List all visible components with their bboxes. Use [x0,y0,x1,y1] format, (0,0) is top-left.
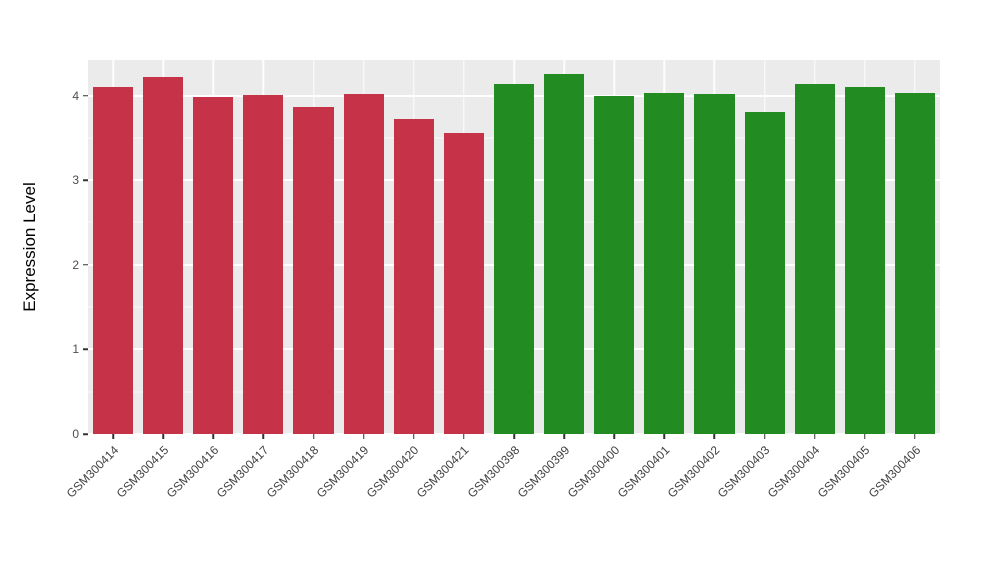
bar-GSM300415 [143,76,184,434]
x-tick-label: GSM300399 [514,443,573,501]
x-tick-label: GSM300403 [714,443,773,501]
x-tick-label: GSM300402 [664,443,723,501]
x-tick-label: GSM300400 [564,443,623,501]
x-tick-label: GSM300418 [263,443,322,501]
x-tick-mark [563,434,565,439]
bar-GSM300419 [343,93,384,434]
bar-GSM300403 [744,111,785,434]
x-tick-label: GSM300398 [464,443,522,501]
y-tick-label: 3 [72,173,79,188]
x-tick-mark [864,434,866,439]
bar-GSM300400 [594,95,635,434]
x-tick-mark [763,434,766,439]
x-tick-mark [663,434,666,439]
x-tick-label: GSM300416 [163,443,222,501]
y-tick-label: 1 [72,342,79,357]
x-tick-mark [312,434,315,439]
bar-GSM300414 [93,87,134,434]
x-tick-mark [813,434,816,439]
x-tick-mark [362,434,365,439]
x-tick-mark [713,434,716,439]
x-tick-label: GSM300406 [865,443,923,501]
x-tick-mark [914,434,916,439]
x-tick-mark [162,434,164,439]
bar-GSM300399 [544,74,585,434]
y-tick-label: 2 [72,257,79,272]
x-tick-label: GSM300419 [313,443,372,501]
x-tick-label: GSM300401 [614,443,673,501]
y-axis-title: Expression Level [20,182,39,312]
bar-GSM300417 [243,94,284,434]
bar-GSM300402 [694,93,735,434]
bar-GSM300401 [644,93,685,434]
y-tick-label: 0 [72,427,79,441]
y-tick-label: 4 [72,88,79,103]
x-tick-label: GSM300405 [815,443,873,501]
bar-GSM300405 [844,87,885,434]
x-tick-mark [262,434,265,439]
bar-GSM300398 [493,83,535,434]
x-tick-mark [463,434,465,439]
bar-GSM300416 [193,97,234,434]
bar-GSM300418 [293,107,334,434]
bar-GSM300421 [443,132,484,434]
x-tick-label: GSM300417 [213,443,272,501]
x-tick-mark [413,434,415,439]
bar-GSM300420 [393,119,434,434]
bar-GSM300406 [894,93,935,434]
bar-GSM300404 [794,83,835,434]
x-tick-label: GSM300415 [113,443,172,501]
x-tick-label: GSM300421 [414,443,472,501]
plot-panel [88,60,940,434]
x-tick-mark [112,434,114,439]
x-tick-mark [212,434,215,439]
x-tick-label: GSM300420 [364,443,422,501]
x-tick-mark [513,434,515,439]
x-tick-mark [613,434,615,439]
x-tick-label: GSM300414 [63,443,121,501]
x-tick-label: GSM300404 [765,443,823,501]
